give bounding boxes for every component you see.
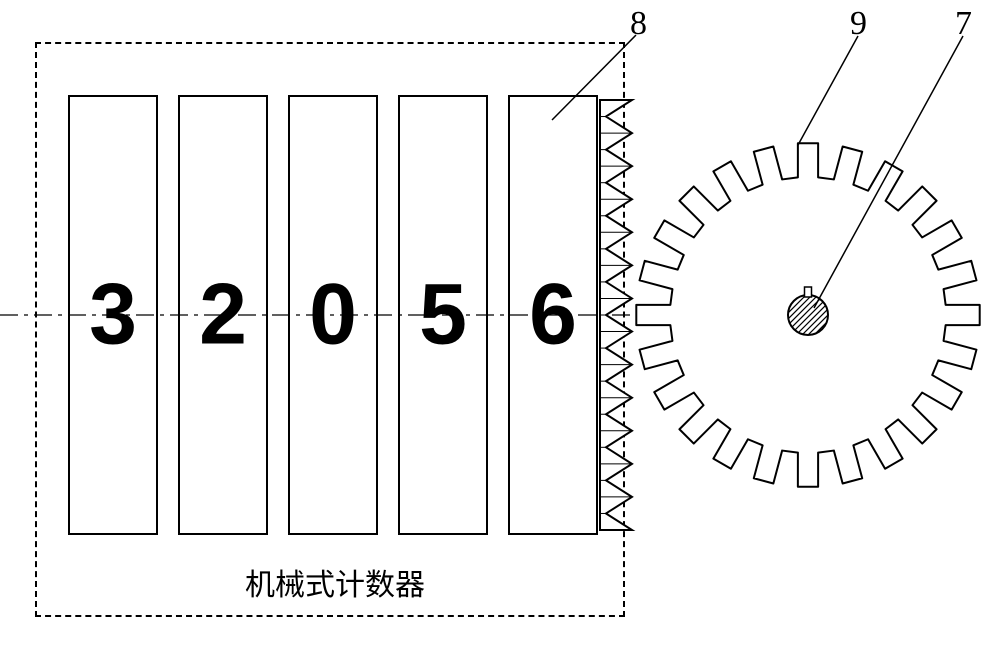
callout-8: 8	[630, 5, 647, 43]
line-art	[0, 0, 1000, 655]
callout-7: 7	[955, 5, 972, 43]
diagram-canvas: 3 2 0 5 6 机械式计数器 8 9 7	[0, 0, 1000, 655]
callout-9: 9	[850, 5, 867, 43]
